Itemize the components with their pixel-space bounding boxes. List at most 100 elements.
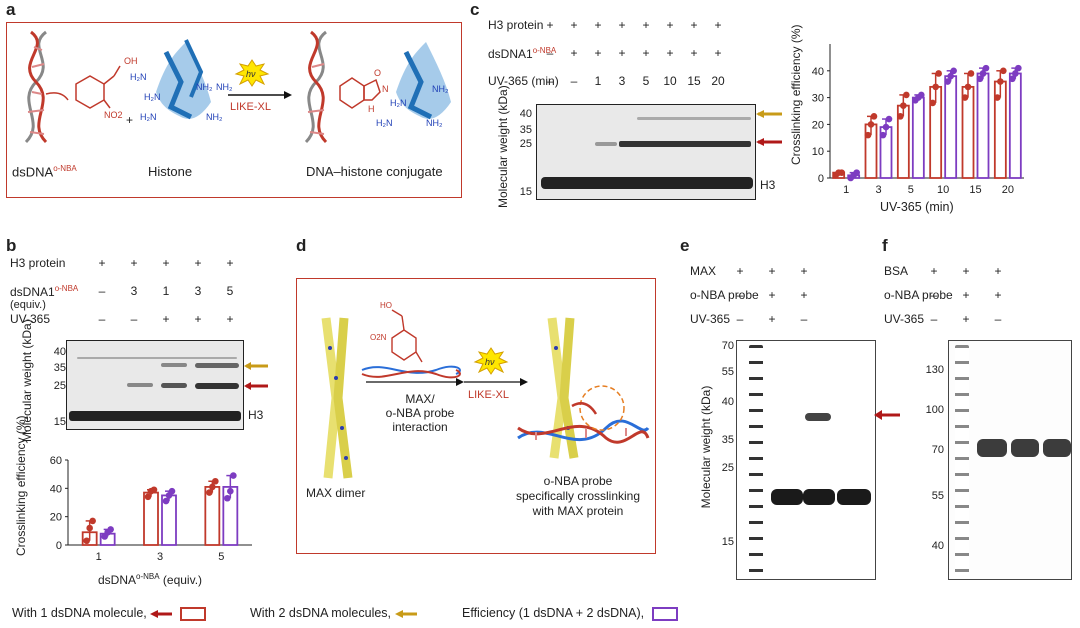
condition-cell: 1 bbox=[162, 284, 170, 298]
condition-cell: + bbox=[994, 288, 1002, 302]
data-point bbox=[1012, 70, 1019, 77]
panel-a-frame bbox=[6, 22, 462, 198]
data-point bbox=[950, 67, 957, 75]
data-point bbox=[979, 70, 987, 77]
condition-cell: + bbox=[768, 312, 776, 326]
panel-label-d: d bbox=[296, 236, 307, 255]
condition-cell: + bbox=[162, 256, 170, 270]
c-h3-label: H3 bbox=[760, 178, 776, 192]
max-band bbox=[771, 489, 803, 505]
crosslink-band-1dsdna bbox=[127, 383, 153, 387]
condition-cell: + bbox=[800, 288, 808, 302]
panel-c-condition-table: H3 protein + + + + + + + + dsDNA1o-NBA – + + + + + + + UV-… bbox=[488, 18, 768, 98]
max-dimer-label: MAX dimer bbox=[306, 486, 366, 500]
histone-label: Histone bbox=[148, 164, 193, 179]
data-point bbox=[212, 477, 219, 485]
bsa-band bbox=[1011, 439, 1039, 457]
condition-cell: + bbox=[570, 46, 578, 60]
condition-cell: + bbox=[714, 18, 722, 32]
c-chart-xlabel: UV-365 (min) bbox=[880, 200, 954, 214]
b-chart-xlabel: dsDNAo-NBA (equiv.) bbox=[98, 572, 203, 587]
oh-text: OH bbox=[124, 56, 138, 66]
panel-a-scheme: OH NO2 + H₂N NH₂ H₂N NH₂ H₂N NH₂ hν LIKE… bbox=[24, 30, 451, 144]
condition-cell: + bbox=[642, 46, 650, 60]
reaction-label-d: LIKE-XL bbox=[468, 389, 509, 401]
data-point bbox=[1015, 64, 1022, 72]
svg-text:NH₂: NH₂ bbox=[206, 112, 223, 122]
mw-tick-label: 35 bbox=[53, 362, 66, 374]
data-point bbox=[897, 113, 904, 120]
condition-cell: + bbox=[618, 46, 626, 60]
condition-row-label: UV-365 (min) bbox=[488, 74, 559, 88]
mw-tick-label: 55 bbox=[721, 366, 734, 378]
condition-cell: – bbox=[994, 312, 1002, 326]
purple-box-icon bbox=[651, 606, 678, 621]
data-point bbox=[935, 70, 942, 77]
x-tick-label: 5 bbox=[218, 551, 224, 563]
gel-c bbox=[536, 104, 756, 200]
svg-text:O: O bbox=[374, 68, 381, 78]
b-h3-label: H3 bbox=[248, 408, 264, 422]
data-point bbox=[853, 169, 860, 176]
mw-tick-label: 25 bbox=[721, 462, 734, 474]
data-point bbox=[1009, 75, 1016, 83]
condition-cell: + bbox=[226, 256, 234, 270]
bar bbox=[143, 491, 159, 546]
crosslinked-max-band bbox=[805, 413, 831, 421]
data-point bbox=[944, 78, 951, 85]
svg-text:H₂N: H₂N bbox=[140, 112, 157, 122]
ladder-lane bbox=[749, 345, 763, 575]
condition-cell: + bbox=[162, 312, 170, 326]
y-tick-label: 20 bbox=[50, 512, 62, 524]
mw-tick-label: 25 bbox=[519, 138, 532, 150]
svg-text:hν: hν bbox=[485, 357, 495, 367]
condition-cell: + bbox=[736, 264, 744, 278]
histone-icon bbox=[156, 39, 211, 120]
panel-b-condition-table: H3 protein + + + + + dsDNA1o-NBA (equiv.) – 3 1 3 5 U… bbox=[10, 256, 270, 336]
gel-f bbox=[948, 340, 1072, 580]
light-burst-icon bbox=[234, 59, 270, 87]
crosslink-band-2dsdna bbox=[637, 117, 751, 120]
h3-band bbox=[69, 411, 241, 421]
condition-cell: + bbox=[994, 264, 1002, 278]
c-arrows bbox=[756, 110, 782, 146]
condition-cell: – bbox=[546, 74, 554, 88]
condition-cell: 3 bbox=[194, 284, 202, 298]
condition-cell: + bbox=[962, 288, 970, 302]
panel-label-f: f bbox=[882, 236, 888, 255]
crosslink-band-2dsdna bbox=[161, 363, 187, 367]
mw-tick-label: 35 bbox=[519, 124, 532, 136]
data-point bbox=[929, 99, 936, 107]
svg-text:NH₂: NH₂ bbox=[196, 82, 213, 92]
histone-icon bbox=[396, 42, 451, 120]
condition-cell: + bbox=[130, 256, 138, 270]
condition-row-label: H3 protein bbox=[10, 256, 66, 270]
bsa-band bbox=[977, 439, 1007, 457]
data-point bbox=[932, 83, 939, 91]
data-point bbox=[918, 91, 925, 99]
data-point bbox=[107, 526, 114, 533]
condition-row-label: BSA bbox=[884, 264, 909, 278]
x-tick-label: 20 bbox=[1002, 184, 1014, 196]
mw-tick-label: 15 bbox=[519, 186, 532, 198]
x-tick-label: 5 bbox=[908, 184, 914, 196]
condition-row-label: UV-365 bbox=[884, 312, 925, 326]
condition-cell: + bbox=[962, 264, 970, 278]
bsa-band bbox=[1043, 439, 1071, 457]
data-point bbox=[885, 115, 893, 123]
y-tick-label: 10 bbox=[812, 146, 824, 158]
panel-d-scheme: HO O2N hν LIKE-XL bbox=[321, 301, 650, 479]
dna-helix-icon bbox=[304, 30, 328, 144]
x-tick-label: 1 bbox=[843, 184, 849, 196]
mw-tick-label: 55 bbox=[931, 490, 944, 502]
result-label: o-NBA probe specifically crosslinking wi… bbox=[515, 474, 641, 518]
data-point bbox=[994, 94, 1001, 101]
bar bbox=[1008, 72, 1022, 179]
condition-row-label: dsDNA1o-NBA bbox=[488, 46, 557, 61]
data-point bbox=[86, 524, 93, 532]
mw-tick-label: 40 bbox=[53, 346, 66, 358]
y-tick-label: 20 bbox=[812, 119, 824, 131]
y-tick-label: 60 bbox=[50, 455, 62, 467]
dna-helix-icon bbox=[24, 30, 48, 144]
y-tick-label: 40 bbox=[812, 66, 824, 78]
